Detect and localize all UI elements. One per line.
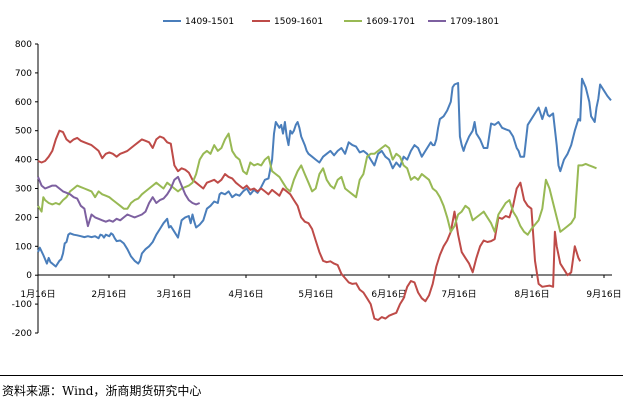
- x-tick-label: 8月16日: [514, 289, 549, 300]
- x-tick-label: 3月16日: [156, 289, 191, 300]
- y-tick-label: 200: [15, 213, 32, 223]
- y-tick-label: 700: [15, 69, 32, 79]
- y-tick-label: -100: [12, 300, 33, 310]
- y-tick-label: 600: [15, 98, 32, 108]
- y-axis: -200 -100 0 100 200 300 400 500 600 700 800: [12, 40, 39, 339]
- legend-label: 1709-1801: [450, 17, 499, 27]
- chart-canvas: 1409-1501 1509-1601 1609-1701 1709-1801 -20…: [12, 17, 622, 339]
- x-tick-label: 6月16日: [371, 289, 406, 300]
- x-tick-label: 1月16日: [20, 289, 55, 300]
- y-tick-label: -200: [12, 329, 33, 339]
- series-lines: [37, 77, 612, 321]
- x-tick-label: 9月16日: [586, 289, 621, 300]
- y-tick-label: 400: [15, 156, 32, 166]
- x-tick-label: 7月16日: [441, 289, 476, 300]
- y-tick-label: 800: [15, 40, 32, 50]
- series-line-1409-1501: [37, 77, 612, 268]
- x-tick-label: 4月16日: [228, 289, 263, 300]
- footer-divider: [0, 375, 623, 376]
- source-note: 资料来源：Wind，浙商期货研究中心: [2, 384, 202, 398]
- legend-label: 1609-1701: [366, 17, 415, 27]
- x-tick-label: 2月16日: [91, 289, 126, 300]
- series-line-1709-1801: [37, 175, 201, 228]
- x-tick-label: 5月16日: [298, 289, 333, 300]
- y-tick-label: 100: [15, 242, 32, 252]
- y-tick-label: 300: [15, 185, 32, 195]
- y-tick-label: 0: [26, 271, 32, 281]
- legend-label: 1409-1501: [185, 17, 234, 27]
- x-axis: 1月16日 2月16日 3月16日 4月16日 5月16日 6月16日 7月16日 8月16日…: [20, 274, 622, 300]
- y-tick-label: 500: [15, 127, 32, 137]
- series-line-1609-1701: [37, 132, 597, 236]
- legend: 1409-1501 1509-1601 1609-1701 1709-1801: [163, 17, 499, 27]
- legend-label: 1509-1601: [274, 17, 323, 27]
- series-line-1509-1601: [37, 129, 582, 321]
